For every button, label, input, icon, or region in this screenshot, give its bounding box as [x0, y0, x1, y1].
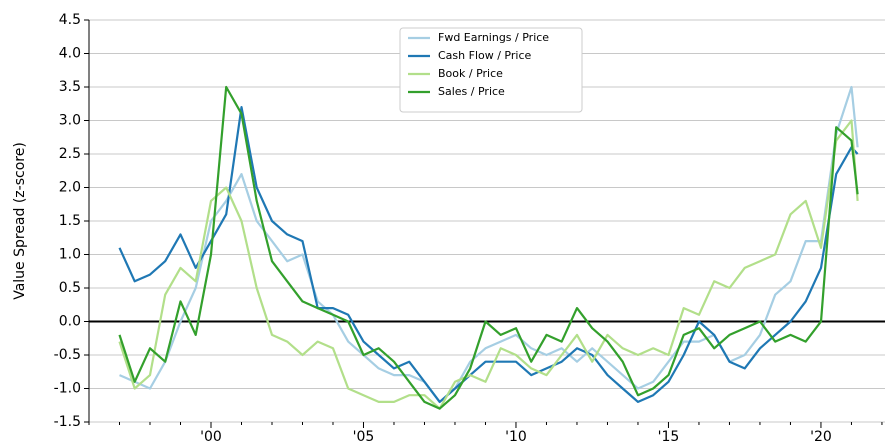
y-tick-label: 0.0	[59, 314, 81, 330]
y-tick-label: 1.0	[59, 247, 81, 263]
y-tick-label: -0.5	[54, 347, 81, 363]
legend-box	[399, 27, 583, 113]
y-tick-label: -1.0	[54, 381, 81, 397]
y-tick-label: 4.5	[59, 12, 81, 28]
legend-label: Sales / Price	[438, 85, 505, 98]
y-tick-label: 3.5	[59, 79, 81, 95]
x-tick-label: '15	[658, 429, 680, 445]
series-line	[119, 85, 859, 403]
y-tick-label: 1.5	[59, 213, 81, 229]
legend-label: Book / Price	[438, 67, 503, 80]
y-tick-label: 2.5	[59, 146, 81, 162]
x-tick-label: '05	[353, 429, 375, 445]
y-tick-label: 4.0	[59, 46, 81, 62]
series-line	[118, 85, 859, 410]
y-tick-label: 0.5	[59, 280, 81, 296]
series-line	[118, 119, 859, 410]
legend-label: Cash Flow / Price	[438, 49, 531, 62]
y-axis-label: Value Spread (z-score)	[12, 142, 28, 300]
y-tick-label: 3.0	[59, 113, 81, 129]
legend-label: Fwd Earnings / Price	[438, 31, 549, 44]
x-tick-label: '10	[505, 429, 527, 445]
x-tick-label: '00	[200, 429, 222, 445]
x-tick-label: '20	[810, 429, 832, 445]
y-tick-label: -1.5	[54, 414, 81, 430]
y-tick-label: 2.0	[59, 180, 81, 196]
series-line	[118, 106, 859, 403]
